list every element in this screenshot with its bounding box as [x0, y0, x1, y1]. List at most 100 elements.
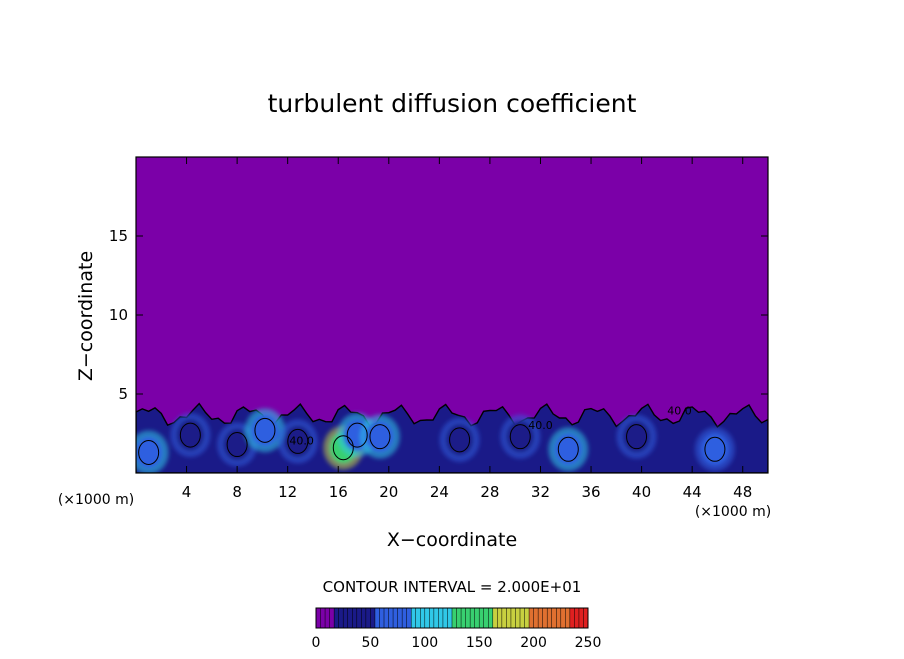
colorbar: [315, 607, 589, 629]
eddy-contour: [509, 424, 531, 450]
colorbar-frame: [315, 607, 589, 629]
eddy-contour: [179, 422, 201, 448]
colorbar-cell: [488, 608, 494, 628]
colorbar-tick-label: 100: [411, 635, 438, 651]
colorbar-cell: [461, 608, 466, 628]
colorbar-cell: [397, 608, 403, 628]
eddy-contour: [449, 427, 471, 453]
x-tick-label: 36: [581, 483, 600, 501]
x-tick-label: 40: [632, 483, 651, 501]
colorbar-cell: [438, 608, 444, 628]
y-tick-label: 15: [109, 227, 128, 245]
y-axis-label: Z−coordinate: [75, 251, 97, 381]
colorbar-cell: [506, 608, 512, 628]
colorbar-cell: [406, 608, 412, 628]
colorbar-cell: [538, 608, 544, 628]
colorbar-cell: [456, 608, 462, 628]
x-tick-label: 4: [182, 483, 192, 501]
colorbar-cell: [415, 608, 421, 628]
colorbar-cell: [470, 608, 476, 628]
colorbar-cell: [365, 608, 371, 628]
colorbar-cell: [556, 608, 562, 628]
colorbar-tick-label: 200: [520, 635, 547, 651]
colorbar-cell: [442, 608, 448, 628]
colorbar-cell: [560, 608, 566, 628]
colorbar-cell: [420, 608, 426, 628]
colorbar-cell: [533, 608, 539, 628]
colorbar-cell: [515, 608, 521, 628]
colorbar-cell: [547, 608, 553, 628]
colorbar-cell: [429, 608, 435, 628]
contour-label: 40.0: [289, 435, 314, 448]
colorbar-cell: [492, 608, 498, 628]
x-axis-ticks: 4 8 12 16 20 24 28 32 36 40 44 48: [182, 157, 752, 501]
x-tick-label: 44: [683, 483, 702, 501]
colorbar-cell: [402, 608, 408, 628]
x-tick-label: 28: [480, 483, 499, 501]
x-tick-label: 12: [278, 483, 297, 501]
eddy-contour: [332, 435, 354, 461]
colorbar-cell: [334, 608, 340, 628]
x-tick-label: 48: [733, 483, 752, 501]
colorbar-cell: [479, 608, 485, 628]
colorbar-cell: [338, 608, 344, 628]
colorbar-cell: [574, 608, 580, 628]
colorbar-cell: [424, 608, 430, 628]
colorbar-ticks: 0 50 100 150 200 250: [312, 635, 602, 651]
colorbar-cell: [510, 608, 516, 628]
colorbar-tick-label: 50: [361, 635, 379, 651]
colorbar-cell: [578, 608, 584, 628]
eddy-contour: [138, 439, 160, 465]
colorbar-cell: [370, 608, 376, 628]
colorbar-cell: [356, 608, 362, 628]
eddy-contour: [254, 417, 276, 443]
colorbar-cell: [542, 608, 548, 628]
colorbar-cell: [583, 608, 589, 628]
eddy-contour: [226, 432, 248, 458]
x-tick-label: 8: [232, 483, 242, 501]
colorbar-cell: [433, 608, 439, 628]
colorbar-cell: [447, 608, 453, 628]
y-tick-label: 10: [109, 306, 128, 324]
contour-label: 40.0: [667, 405, 692, 418]
colorbar-cell: [325, 608, 330, 628]
colorbar-cell: [374, 608, 380, 628]
colorbar-cell: [329, 608, 335, 628]
colorbar-cell: [347, 608, 353, 628]
contour-label: 40.0: [528, 419, 553, 432]
colorbar-cell: [343, 608, 349, 628]
colorbar-cell: [565, 608, 571, 628]
colorbar-cell: [501, 608, 507, 628]
x-tick-label: 20: [379, 483, 398, 501]
colorbar-cell: [497, 608, 503, 628]
x-axis-label: X−coordinate: [387, 529, 517, 551]
colorbar-cell: [411, 608, 417, 628]
colorbar-cell: [569, 608, 575, 628]
colorbar-tick-label: 0: [312, 635, 321, 651]
chart-title: turbulent diffusion coefficient: [268, 89, 637, 118]
y-axis-ticks: 5 10 15: [109, 227, 768, 403]
colorbar-cell: [316, 608, 321, 628]
x-tick-label: 16: [329, 483, 348, 501]
eddy-contour: [287, 428, 309, 454]
colorbar-cell: [551, 608, 557, 628]
eddy-contour: [704, 436, 726, 462]
colorbar-cell: [452, 608, 457, 628]
eddy-contour: [626, 424, 648, 450]
colorbar-cell: [524, 608, 530, 628]
layer-top-contour: [136, 402, 768, 473]
y-tick-label: 5: [118, 385, 128, 403]
colorbar-cell: [465, 608, 471, 628]
colorbar-cell: [384, 608, 389, 628]
colorbar-cell: [320, 608, 326, 628]
colorbar-tick-label: 250: [575, 635, 602, 651]
x-unit-right: (×1000 m): [695, 504, 771, 520]
x-unit-left: (×1000 m): [58, 492, 134, 508]
colorbar-cell: [474, 608, 480, 628]
colorbar-cell: [393, 608, 398, 628]
x-tick-label: 32: [531, 483, 550, 501]
eddy-contour: [557, 436, 579, 462]
x-tick-label: 24: [430, 483, 449, 501]
